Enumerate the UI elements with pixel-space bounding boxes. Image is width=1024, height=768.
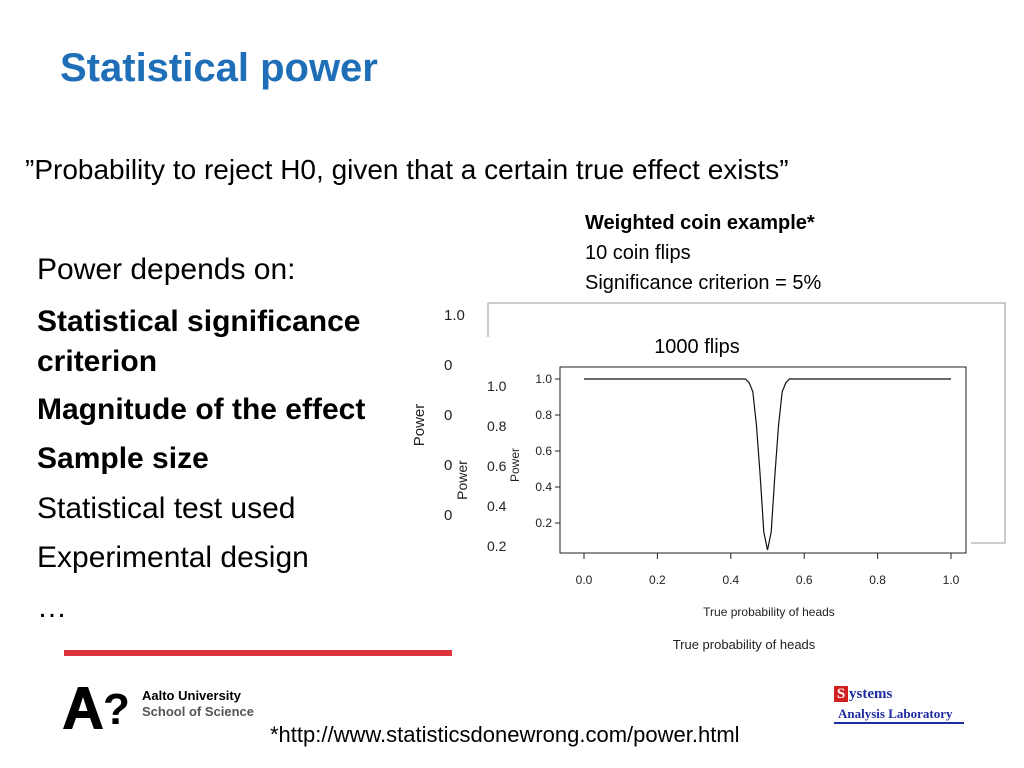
chart-1000-xtick-label: 0.4 xyxy=(722,573,739,587)
sal-letter: S xyxy=(834,686,848,702)
red-divider xyxy=(64,650,452,656)
chart-1000-ytick-label: 0.8 xyxy=(535,408,552,422)
example-flips: 10 coin flips xyxy=(585,242,691,264)
chart-1000-backdrop xyxy=(453,337,971,657)
chart-1000-xlabel: True probability of heads xyxy=(703,605,835,619)
example-criterion: Significance criterion = 5% xyxy=(585,272,822,294)
school-of-science-label: School of Science xyxy=(142,704,254,719)
factors-heading: Power depends on: xyxy=(37,253,296,286)
source-footnote: *http://www.statisticsdonewrong.com/powe… xyxy=(270,722,740,747)
example-description: Weighted coin example* 10 coin flips Sig… xyxy=(585,208,821,298)
chart-10-ytick-label: 1.0 xyxy=(444,307,465,324)
chart-1000-title: 1000 flips xyxy=(654,336,740,358)
chart-outer-ytick-label: 0.4 xyxy=(487,498,507,514)
svg-text:?: ? xyxy=(103,687,130,729)
chart-1000-xtick-label: 1.0 xyxy=(943,573,960,587)
factor-significance: Statistical significance criterion xyxy=(37,304,361,378)
factor-ellipsis: … xyxy=(37,590,67,624)
chart-1000-flips: 1000 flips Power Power 0.2 0.4 0.6 0.8 1.0 0… xyxy=(453,336,971,657)
chart-1000-ytick-label: 1.0 xyxy=(535,372,552,386)
aalto-logo-icon: ? xyxy=(63,687,130,729)
factor-statistical-test: Statistical test used xyxy=(37,491,296,525)
chart-1000-ytick-label: 0.4 xyxy=(535,480,552,494)
chart-outer-ytick-label: 0.6 xyxy=(487,458,507,474)
sal-systems-label: ystems xyxy=(849,686,893,702)
chart-outer-xlabel: True probability of heads xyxy=(673,637,816,652)
chart-1000-ytick-label: 0.2 xyxy=(535,516,552,530)
chart-1000-xtick-label: 0.2 xyxy=(649,573,666,587)
factor-sample-size: Sample size xyxy=(37,442,209,475)
chart-1000-xtick-label: 0.0 xyxy=(576,573,593,587)
power-definition: ”Probability to reject H0, given that a … xyxy=(25,154,789,185)
chart-1000-ytick-label: 0.6 xyxy=(535,444,552,458)
example-title: Weighted coin example* xyxy=(585,212,815,234)
chart-1000-series-line xyxy=(584,378,951,551)
factor-experimental-design: Experimental design xyxy=(37,541,309,574)
factors-list: Power depends on: Statistical significan… xyxy=(37,252,417,639)
power-charts: 1.0 0.8 0.6 0.4 0.2 Power 1000 flips Power P… xyxy=(411,302,1006,657)
chart-1000-xtick-label: 0.6 xyxy=(796,573,813,587)
chart-outer-ytick-label: 0.2 xyxy=(487,538,507,554)
chart-outer-ylabel: Power xyxy=(454,460,470,500)
chart-1000-ylabel: Power xyxy=(508,448,522,482)
chart-outer-ytick-label: 1.0 xyxy=(487,378,507,394)
sal-underline xyxy=(834,722,964,724)
chart-outer-ytick-label: 0.8 xyxy=(487,418,507,434)
aalto-wordmark: Aalto University School of Science xyxy=(142,688,254,720)
slide-title: Statistical power xyxy=(60,46,378,90)
factor-effect-magnitude: Magnitude of the effect xyxy=(37,392,366,426)
chart-10-ylabel: Power xyxy=(411,404,428,447)
aalto-university-label: Aalto University xyxy=(142,688,241,703)
chart-1000-plot-frame xyxy=(559,366,967,554)
sal-analysis-lab-label: Analysis Laboratory xyxy=(838,706,953,721)
chart-1000-xtick-label: 0.8 xyxy=(869,573,886,587)
